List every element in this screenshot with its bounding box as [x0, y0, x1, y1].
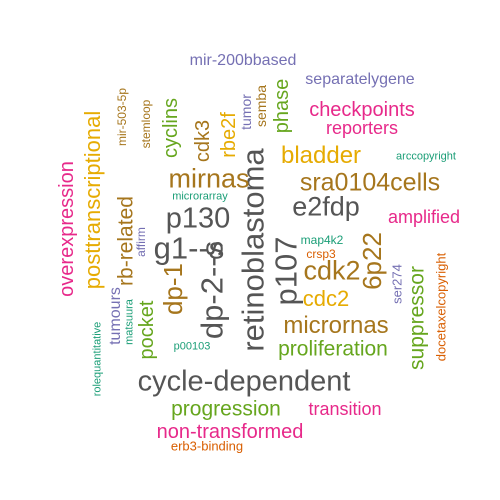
- word-mirnas: mirnas: [168, 163, 250, 194]
- word-p130: p130: [165, 202, 231, 235]
- word-overexpression: overexpression: [56, 161, 78, 297]
- word-6p22: 6p22: [357, 232, 387, 290]
- word-cdk3: cdk3: [192, 119, 214, 163]
- word-reporters: reporters: [325, 118, 399, 138]
- word-map4k2: map4k2: [300, 233, 344, 247]
- word-crsp3: crsp3: [306, 247, 336, 261]
- word-p107: p107: [268, 236, 304, 306]
- word-suppressor: suppressor: [405, 266, 429, 370]
- word-separatelygene: separatelygene: [305, 71, 415, 88]
- word-g1-s: g1--s: [153, 230, 225, 266]
- word-cdc2: cdc2: [302, 286, 350, 311]
- word-microrarray: microrarray: [172, 190, 228, 203]
- word-progression: progression: [171, 397, 281, 421]
- word-mir-200bbased: mir-200bbased: [189, 52, 297, 69]
- word-affirm: affirm: [134, 227, 148, 257]
- word-e2fdp: e2fdp: [292, 191, 360, 222]
- word-stemloop: stemloop: [139, 99, 153, 149]
- word-amplified: amplified: [387, 207, 461, 227]
- word-arccopyright: arccopyright: [396, 150, 456, 163]
- word-p00103: p00103: [173, 340, 211, 353]
- word-transition: transition: [308, 399, 382, 419]
- word-cdk2: cdk2: [303, 255, 361, 286]
- word-mir-503-5p: mir-503-5p: [115, 87, 129, 147]
- word-docetaxelcopyright: docetaxelcopyright: [433, 252, 449, 362]
- word-tumours: tumours: [107, 287, 124, 345]
- word-dp-1: dp-1: [158, 262, 188, 316]
- word-phase: phase: [271, 78, 293, 134]
- word-bladder: bladder: [280, 142, 362, 169]
- word-rbe2f: rbe2f: [218, 112, 240, 158]
- word-checkpoints: checkpoints: [309, 99, 415, 121]
- word-non-transformed: non-transformed: [156, 421, 304, 443]
- word-posttranscriptional: posttranscriptional: [80, 110, 105, 290]
- word-tumor: tumor: [238, 94, 254, 130]
- word-sra0104cells: sra0104cells: [299, 168, 441, 197]
- word-proliferation: proliferation: [278, 337, 388, 361]
- word-cycle-dependent: cycle-dependent: [137, 365, 351, 398]
- word-ser274: ser274: [389, 264, 405, 304]
- word-erb3-binding: erb3-binding: [170, 438, 244, 454]
- word-pocket: pocket: [136, 300, 158, 360]
- word-rolequantitative: rolequantitative: [91, 321, 104, 397]
- word-semba: semba: [253, 84, 269, 128]
- word-cyclins: cyclins: [160, 97, 182, 159]
- word-micrornas: micrornas: [283, 312, 389, 339]
- word-matsuura: matsuura: [123, 299, 136, 345]
